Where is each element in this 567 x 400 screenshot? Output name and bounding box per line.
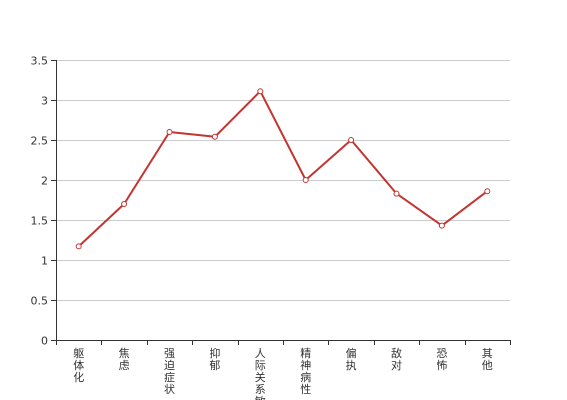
x-tick-label: 焦虑 (119, 347, 130, 372)
axes (51, 60, 511, 345)
x-tick-label: 躯体化 (73, 347, 84, 384)
data-point (348, 137, 355, 143)
y-tick-label: 3 (41, 95, 48, 108)
series (75, 88, 491, 250)
y-tick-label: 1 (41, 255, 48, 268)
y-axis-tick-labels: 0 0.5 1 1.5 2 2.5 3 3.5 (31, 55, 49, 348)
y-tick-label: 2 (41, 175, 48, 188)
data-point (484, 188, 491, 195)
series-line (78, 90, 488, 248)
x-axis-tick-labels: 躯体化 焦虑 强迫症状 抑郁 人际关系敏感 精神病性 偏执 敌对 恐怖 其他 (73, 346, 493, 400)
y-tick-label: 0 (41, 335, 48, 348)
data-point (166, 129, 173, 135)
data-point (302, 177, 309, 183)
data-point (75, 243, 82, 250)
grid-lines (56, 60, 510, 301)
y-tick-label: 3.5 (31, 55, 49, 68)
data-point (257, 88, 264, 95)
x-tick-label: 精神病性 (300, 347, 311, 396)
x-tick-label: 敌对 (391, 346, 402, 372)
x-tick-label: 偏执 (346, 346, 357, 372)
x-tick-label: 其他 (482, 347, 493, 372)
x-tick-label: 恐怖 (436, 347, 447, 372)
data-point (211, 133, 218, 140)
x-tick-label: 抑郁 (209, 346, 220, 372)
y-tick-label: 1.5 (31, 215, 49, 228)
y-tick-label: 0.5 (31, 295, 49, 308)
data-point (121, 201, 128, 207)
x-tick-label: 人际关系敏感 (255, 347, 266, 400)
x-tick-label: 强迫症状 (164, 347, 175, 396)
y-tick-label: 2.5 (31, 135, 49, 148)
data-point (438, 222, 445, 229)
data-point (393, 190, 400, 197)
